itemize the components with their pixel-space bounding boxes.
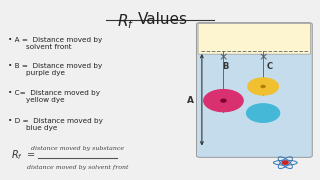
Circle shape <box>221 99 226 102</box>
Text: ×: × <box>219 53 228 63</box>
Circle shape <box>204 90 243 112</box>
Text: • A =  Distance moved by
        solvent front: • A = Distance moved by solvent front <box>8 37 102 50</box>
Text: $R_f$  =: $R_f$ = <box>11 148 36 162</box>
Text: $R_f$: $R_f$ <box>117 12 135 31</box>
Text: • C=  Distance moved by
        yellow dye: • C= Distance moved by yellow dye <box>8 90 100 103</box>
Text: distance moved by solvent front: distance moved by solvent front <box>27 165 128 170</box>
Circle shape <box>283 161 288 164</box>
Text: • D =  Distance moved by
        blue dye: • D = Distance moved by blue dye <box>8 118 103 131</box>
Text: distance moved by substance: distance moved by substance <box>31 146 124 151</box>
Text: C: C <box>266 62 273 71</box>
Circle shape <box>247 104 280 122</box>
Circle shape <box>248 78 278 95</box>
Text: • B =  Distance moved by
        purple dye: • B = Distance moved by purple dye <box>8 63 102 76</box>
Text: ×: × <box>259 53 268 63</box>
Text: A: A <box>187 96 194 105</box>
Text: B: B <box>222 62 228 71</box>
FancyBboxPatch shape <box>196 23 312 157</box>
Circle shape <box>261 85 265 87</box>
FancyBboxPatch shape <box>198 24 311 54</box>
Text: Values: Values <box>138 12 188 27</box>
